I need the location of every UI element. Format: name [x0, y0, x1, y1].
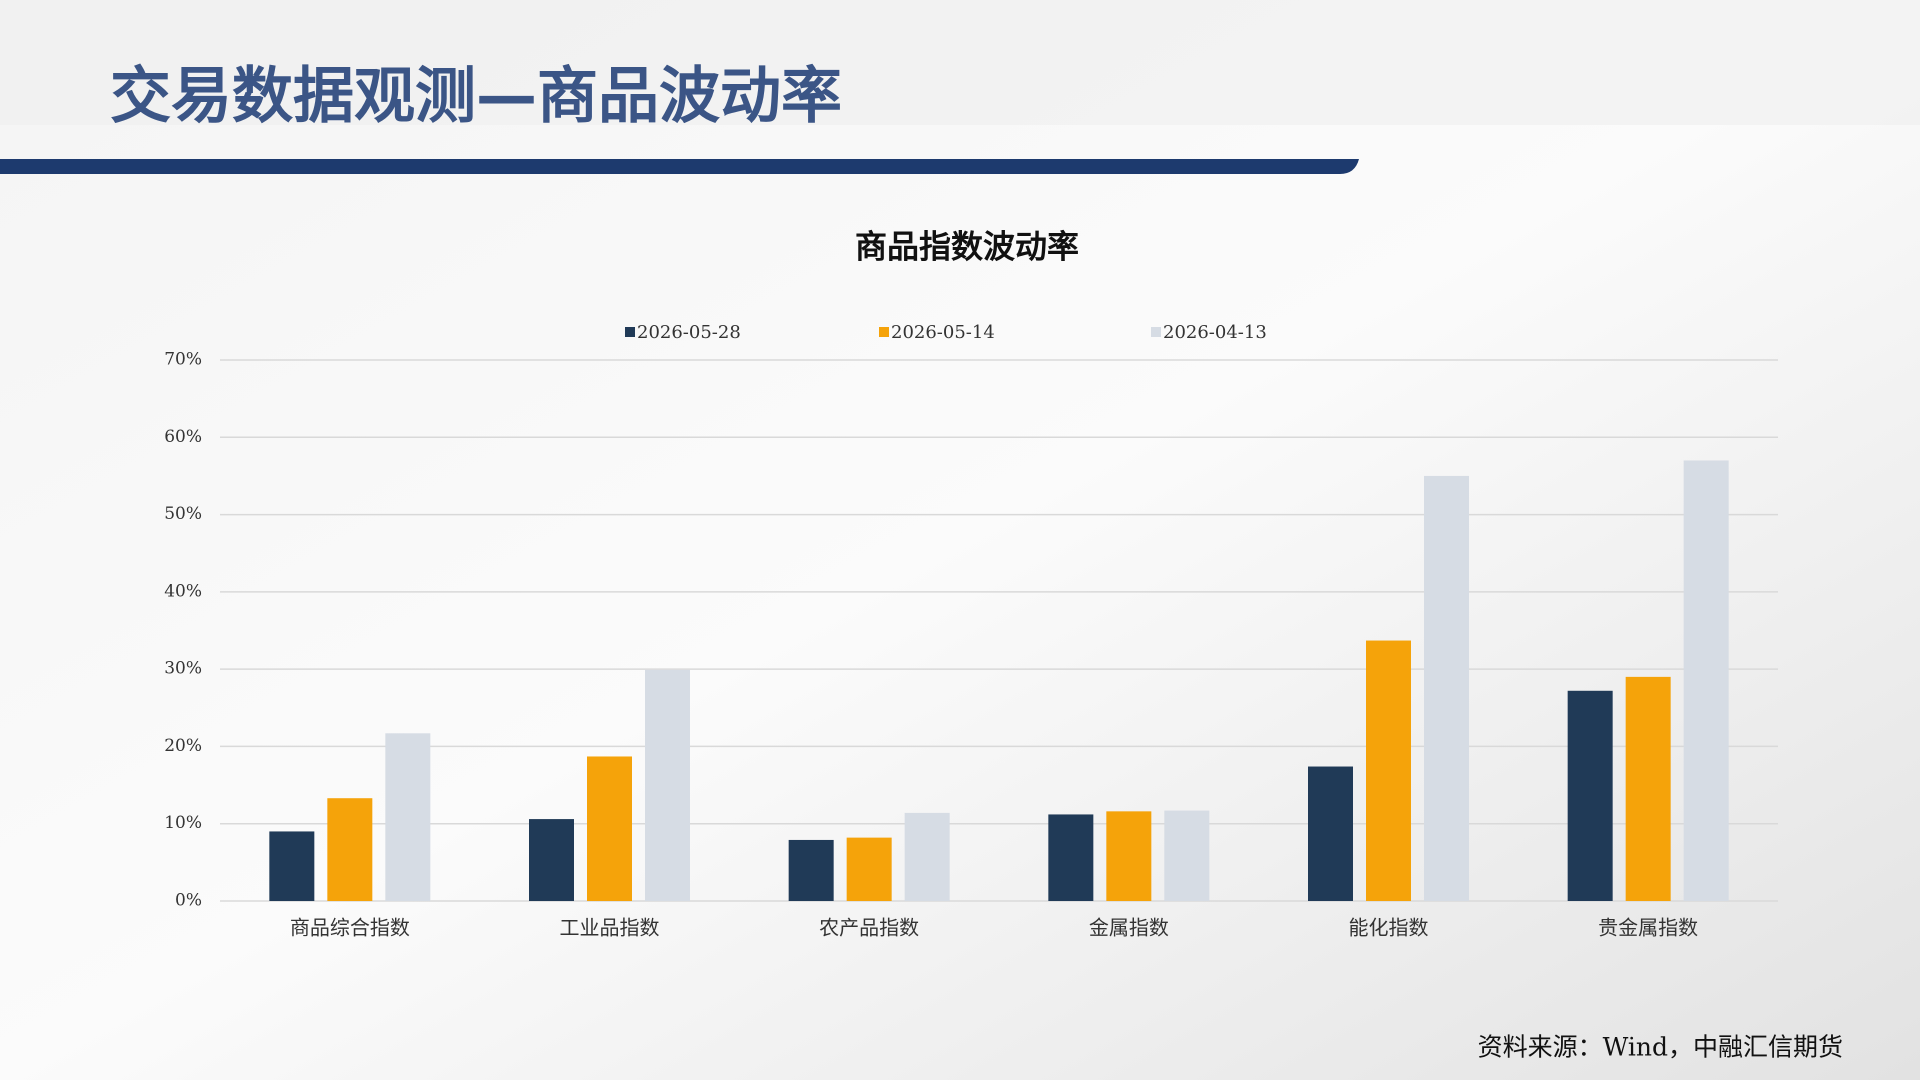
y-tick-label: 30% [164, 659, 202, 679]
bar [788, 839, 834, 901]
bar [1625, 676, 1671, 901]
x-tick-label: 贵金属指数 [1598, 916, 1698, 940]
bar [1106, 811, 1152, 901]
bar [1424, 475, 1469, 901]
bar [385, 733, 431, 901]
x-tick-label: 商品综合指数 [290, 916, 410, 940]
bar [529, 819, 574, 901]
y-tick-label: 70% [164, 350, 202, 370]
legend-marker [625, 327, 635, 337]
legend-marker [1151, 327, 1161, 337]
legend-label: 2026-04-13 [1163, 322, 1267, 343]
header-band [0, 0, 1920, 125]
bar [1683, 460, 1729, 901]
x-tick-label: 工业品指数 [560, 916, 660, 940]
plot-area: 0% 10% 20% 30% 40% 50% 60% 70% 2026-05-28 2026-05… [164, 322, 1778, 940]
bar [1308, 766, 1353, 901]
bar [846, 837, 892, 901]
source-note: 资料来源：Wind，中融汇信期货 [1478, 1033, 1843, 1062]
chart-title: 商品指数波动率 [855, 228, 1079, 266]
legend-label: 2026-05-14 [891, 322, 995, 343]
bar [269, 831, 315, 901]
slide-title: 交易数据观测—商品波动率 [110, 61, 842, 132]
header-rule [0, 159, 1359, 174]
y-tick-label: 20% [164, 736, 202, 756]
bar [645, 669, 690, 901]
bar [1048, 814, 1094, 901]
x-tick-label: 金属指数 [1089, 916, 1169, 940]
bar [327, 798, 373, 901]
x-tick-label: 能化指数 [1349, 916, 1429, 940]
y-tick-label: 0% [175, 891, 202, 911]
x-tick-label: 农产品指数 [819, 916, 919, 940]
bar [587, 756, 632, 901]
y-tick-label: 40% [164, 581, 202, 601]
bar [1567, 690, 1613, 901]
legend-marker [879, 327, 889, 337]
y-tick-label: 10% [164, 813, 202, 833]
legend-label: 2026-05-28 [637, 322, 741, 343]
bar [1366, 640, 1411, 901]
y-tick-label: 60% [164, 427, 202, 447]
y-tick-label: 50% [164, 504, 202, 524]
bar [1164, 810, 1210, 901]
bar [904, 812, 950, 901]
